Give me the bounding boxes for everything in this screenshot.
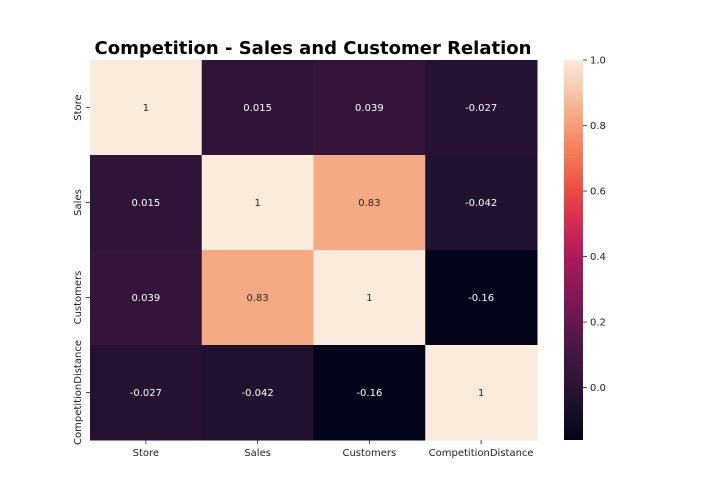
cell-value-label: -0.042 [465,198,497,209]
heatmap-cell [90,60,203,156]
x-tick-label: Customers [342,448,396,459]
heatmap-cell [313,155,426,251]
y-tick-label: Store [73,94,84,120]
colorbar-tick-label: 0.2 [590,318,606,329]
x-tick-label: Store [133,448,159,459]
cell-value-label: 0.83 [358,198,380,209]
cell-value-label: -0.16 [468,293,494,304]
chart-title: Competition - Sales and Customer Relatio… [95,38,532,59]
colorbar-tick-label: 0.4 [590,252,606,263]
heatmap-cell [90,345,203,441]
cell-value-label: 0.015 [243,103,272,114]
x-axis-ticks: Store Sales Customers CompetitionDistance [133,440,534,459]
heatmap-cell [313,345,426,441]
cell-value-label: 1 [254,198,260,209]
colorbar-tick-label: 1.0 [590,56,606,67]
heatmap-cell [201,250,314,346]
heatmap-cell [425,345,538,441]
colorbar-tick-label: 0.8 [590,121,606,132]
heatmap-cell [201,60,314,156]
colorbar-bar [564,60,583,440]
cell-value-label: 1 [366,293,372,304]
heatmap-cell [425,60,538,156]
colorbar: 0.0 0.2 0.4 0.6 0.8 1.0 [564,56,606,440]
y-tick-label: Sales [73,189,84,216]
y-axis-ticks: Store Sales Customers CompetitionDistance [73,94,90,445]
heatmap-cell [425,250,538,346]
heatmap-cells: 1 0.015 0.039 -0.027 0.015 1 0.83 -0.042 0.039 0.… [90,60,538,441]
cell-value-label: 0.015 [132,198,161,209]
cell-value-label: 1 [478,388,484,399]
heatmap-cell [313,250,426,346]
heatmap-cell [201,345,314,441]
heatmap-cell [425,155,538,251]
cell-value-label: 0.83 [246,293,268,304]
heatmap-cell [90,155,203,251]
cell-value-label: 0.039 [132,293,161,304]
cell-value-label: -0.042 [242,388,274,399]
x-tick-label: CompetitionDistance [429,448,534,459]
y-tick-label: CompetitionDistance [73,340,84,445]
x-tick-label: Sales [244,448,271,459]
cell-value-label: 0.039 [355,103,384,114]
cell-value-label: 1 [143,103,149,114]
colorbar-tick-label: 0.0 [590,383,606,394]
heatmap-cell [90,250,203,346]
cell-value-label: -0.16 [356,388,382,399]
heatmap-cell [201,155,314,251]
cell-value-label: -0.027 [130,388,162,399]
colorbar-tick-label: 0.6 [590,187,606,198]
y-tick-label: Customers [73,271,84,325]
heatmap-cell [313,60,426,156]
cell-value-label: -0.027 [465,103,497,114]
